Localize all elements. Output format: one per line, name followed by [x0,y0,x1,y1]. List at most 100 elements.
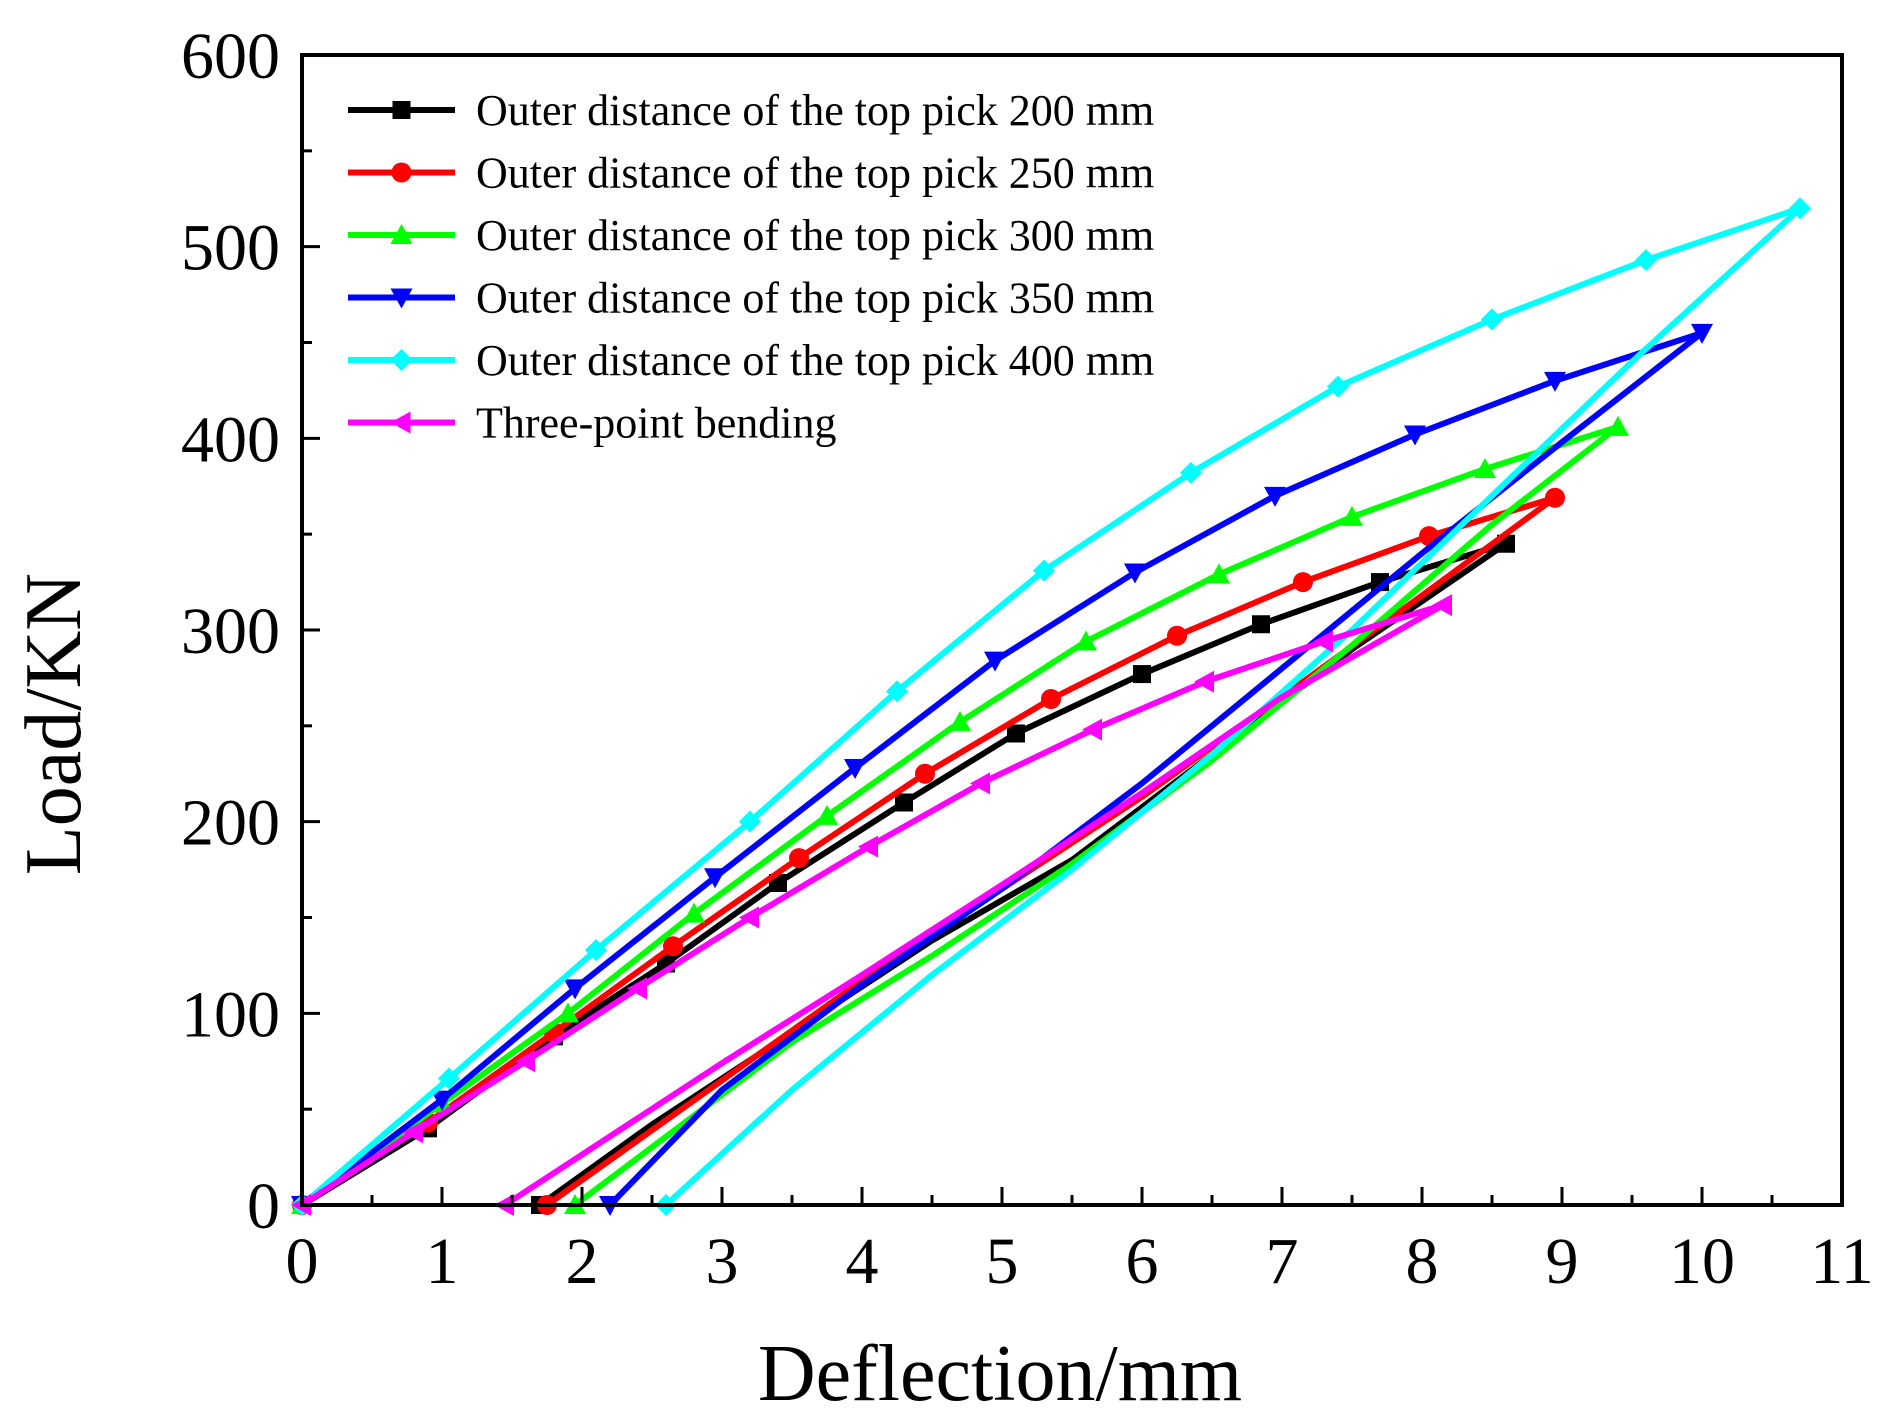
x-axis-title: Deflection/mm [758,1330,1242,1418]
x-tick-label: 2 [566,1225,599,1298]
legend-label: Outer distance of the top pick 400 mm [476,336,1154,385]
data-point [438,1067,460,1090]
y-tick-label: 300 [181,595,280,668]
data-point [844,759,866,779]
data-point [1208,563,1230,584]
series-unloading-line [663,205,1803,1208]
data-point [1432,594,1452,617]
series-loading-line [299,602,1446,1208]
data-point [1082,718,1102,741]
legend-item: Outer distance of the top pick 200 mm [348,86,1154,135]
y-tick-label: 100 [181,978,280,1051]
data-point [431,1090,453,1111]
y-tick-label: 500 [181,212,280,285]
legend-marker [390,349,413,371]
data-point [1545,487,1565,508]
data-point [1007,724,1025,743]
x-tick-label: 5 [986,1225,1019,1298]
x-axis: 0 1 2 3 4 5 6 7 8 9 10 11 [286,1187,1874,1298]
legend-label: Outer distance of the top pick 200 mm [476,86,1154,135]
legend-marker [392,101,411,119]
legend-item: Outer distance of the top pick 300 mm [348,211,1154,260]
series-4 [291,197,1811,1216]
data-point [915,763,935,784]
data-point [1124,563,1146,584]
series-unloading-line [544,494,1558,1208]
data-point [1133,665,1151,684]
x-tick-label: 11 [1810,1225,1874,1298]
legend-label: Outer distance of the top pick 300 mm [476,211,1154,260]
series-unloading-line [607,329,1705,1208]
legend-marker [390,411,411,434]
legend-marker [390,224,413,244]
y-tick-label: 0 [247,1170,280,1243]
data-point [663,936,683,957]
legend-item: Three-point bending [348,399,836,448]
data-point [1544,371,1566,392]
legend-marker [391,162,412,183]
data-point [704,868,726,889]
legend-label: Outer distance of the top pick 350 mm [476,274,1154,323]
series-loading-line [299,423,1621,1208]
series-layer [291,197,1811,1216]
data-point [949,711,971,731]
x-tick-label: 0 [286,1225,319,1298]
data-point [627,977,647,1000]
data-point [789,848,809,869]
series-unloading-line [502,602,1446,1208]
data-point [1607,415,1629,436]
data-point [1180,461,1202,484]
x-tick-label: 10 [1669,1225,1735,1298]
data-point [1474,458,1496,478]
legend-item: Outer distance of the top pick 350 mm [348,274,1154,323]
y-axis-title: Load/KN [10,573,98,875]
data-point [1041,689,1061,709]
data-point [984,651,1006,672]
y-axis: 0 100 200 300 400 500 600 [181,20,320,1243]
x-tick-label: 3 [706,1225,739,1298]
data-point [1327,375,1349,398]
data-point [895,793,913,812]
y-tick-label: 200 [181,787,280,860]
data-point [585,939,607,962]
legend-label: Three-point bending [476,399,836,448]
data-point [816,804,838,825]
y-tick-label: 400 [181,403,280,476]
data-point [1075,630,1097,651]
x-tick-label: 4 [846,1225,879,1298]
series-1 [292,487,1565,1215]
x-tick-label: 8 [1406,1225,1439,1298]
data-point [1033,559,1055,582]
data-point [739,810,761,833]
series-5 [291,594,1452,1216]
legend-marker [390,288,413,309]
legend-item: Outer distance of the top pick 400 mm [348,336,1154,385]
data-point [564,979,586,1000]
x-tick-label: 9 [1546,1225,1579,1298]
data-point [739,906,759,929]
series-loading-line [299,494,1558,1208]
data-point [1404,425,1426,446]
data-point [1167,625,1187,646]
data-point [403,1121,423,1144]
legend: Outer distance of the top pick 200 mm Out… [348,86,1154,448]
data-point [1341,505,1363,526]
data-point [886,680,908,703]
data-point [683,902,705,923]
data-point [858,835,878,858]
data-point [1313,630,1333,653]
data-point [1264,486,1286,507]
data-point [1293,572,1313,593]
data-point [1691,323,1713,344]
legend-item: Outer distance of the top pick 250 mm [348,149,1154,198]
data-point [1789,197,1811,220]
x-tick-label: 6 [1126,1225,1159,1298]
data-point [557,1002,579,1023]
x-tick-label: 1 [426,1225,459,1298]
data-point [1194,670,1214,693]
data-point [1252,615,1270,634]
data-point [970,772,990,795]
data-point [1481,308,1503,331]
